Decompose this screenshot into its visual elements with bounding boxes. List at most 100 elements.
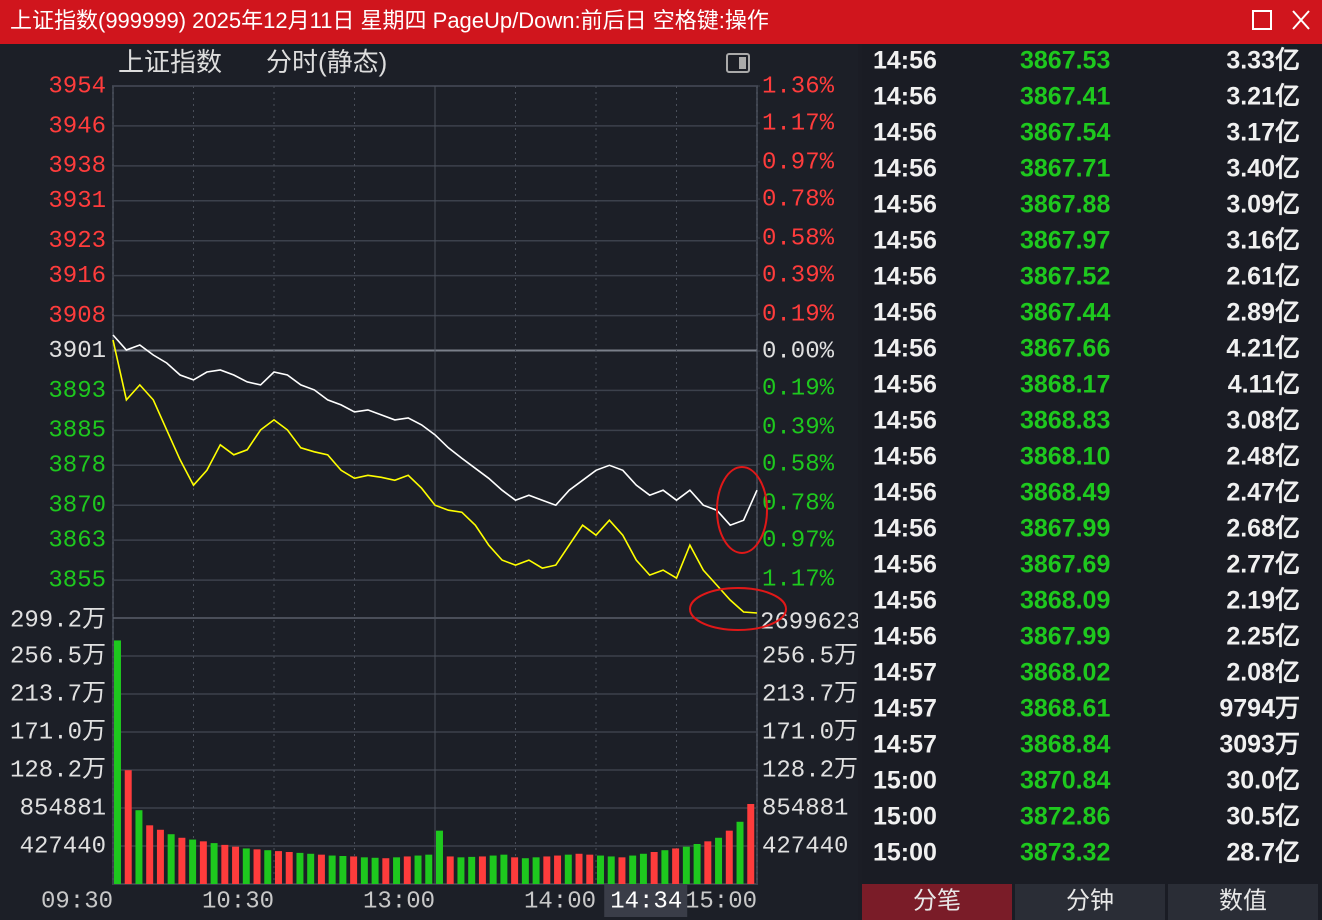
- tick-time: 14:57: [873, 731, 937, 759]
- tick-price: 3867.88: [1020, 191, 1110, 219]
- y-tick-label: 3916: [48, 263, 106, 290]
- y2-tick-label: 0.58%: [762, 225, 835, 252]
- tick-amount: 3.40亿: [1226, 155, 1300, 183]
- volume-tick-label-right: 213.7万: [762, 681, 858, 708]
- volume-bar: [425, 854, 433, 884]
- tick-panel: [862, 44, 1322, 920]
- y-tick-label: 3931: [48, 188, 106, 215]
- volume-bar: [564, 854, 572, 884]
- tick-price: 3873.32: [1020, 839, 1110, 867]
- volume-bar: [682, 846, 690, 884]
- tab-label: 分钟: [1066, 887, 1114, 914]
- time-axis-bar: [0, 884, 858, 920]
- y-tick-label: 3855: [48, 567, 106, 594]
- y2-tick-label: 0.39%: [762, 414, 835, 441]
- volume-bar: [618, 857, 626, 884]
- tick-amount: 2.89亿: [1226, 299, 1300, 327]
- y2-tick-label: 1.36%: [762, 73, 835, 100]
- tick-amount: 30.5亿: [1226, 803, 1300, 831]
- tick-price: 3867.41: [1020, 83, 1110, 111]
- y2-tick-label: 0.39%: [762, 262, 835, 289]
- tab[interactable]: [1015, 884, 1165, 920]
- y2-tick-label: 1.17%: [762, 566, 835, 593]
- tick-time: 14:56: [873, 335, 937, 363]
- price-line: [112, 339, 758, 614]
- tick-price: 3867.99: [1020, 623, 1110, 651]
- volume-bar: [414, 855, 422, 884]
- volume-bar: [296, 852, 304, 884]
- y2-tick-label: 0.19%: [762, 301, 835, 328]
- tick-amount: 2.08亿: [1226, 659, 1300, 687]
- tick-amount: 2.61亿: [1226, 263, 1300, 291]
- y-tick-label: 3870: [48, 493, 106, 520]
- volume-bar: [661, 850, 669, 884]
- tick-amount: 4.11亿: [1228, 371, 1300, 399]
- tick-amount: 3.33亿: [1226, 47, 1300, 75]
- volume-tick-label: 299.2万: [10, 607, 106, 634]
- y-tick-label: 3954: [48, 73, 106, 100]
- volume-bar: [500, 854, 508, 884]
- tick-amount: 3093万: [1219, 731, 1300, 759]
- tick-price: 3868.02: [1020, 659, 1110, 687]
- chart-panel: [0, 44, 858, 884]
- y-tick-label: 3885: [48, 418, 106, 445]
- volume-bar: [317, 854, 325, 884]
- volume-bar: [736, 821, 744, 884]
- volume-bar: [457, 857, 465, 884]
- y-tick-label: 3938: [48, 153, 106, 180]
- tick-amount: 2.48亿: [1226, 443, 1300, 471]
- price-line: [112, 334, 758, 527]
- cursor-label: 14:34: [610, 888, 682, 915]
- volume-bar: [156, 829, 164, 884]
- tick-price: 3867.66: [1020, 335, 1110, 363]
- tick-time: 14:56: [873, 299, 937, 327]
- tick-time: 14:57: [873, 695, 937, 723]
- volume-tick-label-right: 427440: [762, 833, 848, 860]
- tick-table: 14:56 3867.53 3.33亿 14:56 3867.41 3.21亿 14:56 3…: [862, 47, 1318, 920]
- y2-tick-label: 0.58%: [762, 451, 835, 478]
- tab[interactable]: [862, 884, 1012, 920]
- volume-bar: [360, 857, 368, 884]
- tick-time: 14:56: [873, 371, 937, 399]
- y-tick-label: 3908: [48, 303, 106, 330]
- volume-tick-label-right: 171.0万: [762, 719, 858, 746]
- tick-price: 3868.49: [1020, 479, 1110, 507]
- y-tick-label: 3878: [48, 453, 106, 480]
- annotation-circle: [716, 466, 768, 554]
- tick-price: 3870.84: [1020, 767, 1110, 795]
- tick-time: 14:56: [873, 479, 937, 507]
- volume-tick-label: 256.5万: [10, 643, 106, 670]
- volume-readout: 2699623: [760, 609, 861, 636]
- tick-price: 3867.54: [1020, 119, 1110, 147]
- tick-time: 14:56: [873, 191, 937, 219]
- chart-title: 上证指数: [118, 47, 222, 77]
- y2-tick-label: 0.97%: [762, 149, 835, 176]
- y-tick-label: 3901: [48, 338, 106, 365]
- tick-price: 3867.97: [1020, 227, 1110, 255]
- tab[interactable]: [1168, 884, 1318, 920]
- volume-bar: [532, 857, 540, 884]
- tick-amount: 3.21亿: [1226, 83, 1300, 111]
- volume-bar: [650, 851, 658, 884]
- volume-bar: [693, 843, 701, 884]
- tab-label: 分笔: [913, 887, 961, 914]
- volume-bar: [124, 770, 132, 884]
- panel-icon[interactable]: [726, 53, 750, 73]
- close-button[interactable]: [1292, 10, 1310, 30]
- y2-tick-label: 0.97%: [762, 527, 835, 554]
- y-tick-label: 3923: [48, 228, 106, 255]
- volume-bar: [607, 856, 615, 884]
- x-tick-label: 14:00: [524, 888, 596, 915]
- tick-price: 3867.44: [1020, 299, 1110, 327]
- tick-time: 15:00: [873, 803, 937, 831]
- maximize-button[interactable]: [1252, 10, 1272, 30]
- volume-tick-label: 854881: [20, 795, 106, 822]
- tick-price: 3868.09: [1020, 587, 1110, 615]
- tick-time: 14:56: [873, 443, 937, 471]
- tick-amount: 3.16亿: [1226, 227, 1300, 255]
- volume-bar: [639, 853, 647, 884]
- tick-price: 3867.99: [1020, 515, 1110, 543]
- x-tick-label: 15:00: [685, 888, 757, 915]
- volume-bar: [371, 857, 379, 884]
- panel-icon-part: [739, 57, 746, 69]
